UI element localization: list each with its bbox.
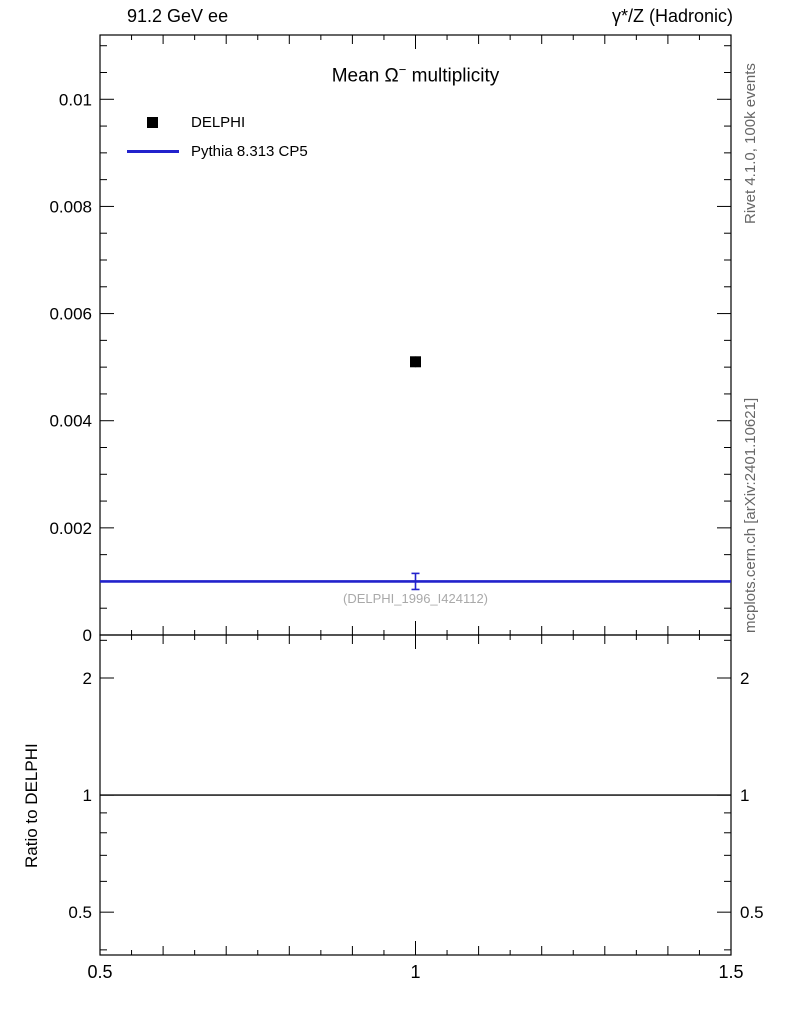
plot-title: Mean Ω− multiplicity [100,62,731,87]
legend-label-pythia: Pythia 8.313 CP5 [191,143,308,160]
ratio-y-tick-label-right: 1 [740,786,749,805]
legend-item-delphi: DELPHI [125,108,308,137]
data-point-marker [410,356,421,368]
plot-title-suffix: multiplicity [406,65,500,87]
ratio-y-tick-label-left: 2 [83,669,92,688]
y-tick-label: 0.006 [49,305,92,324]
x-tick-label: 1.5 [718,962,743,982]
ratio-y-tick-label-right: 2 [740,669,749,688]
y-tick-label: 0.002 [49,519,92,538]
ratio-y-tick-label-right: 0.5 [740,903,764,922]
mcplots-credit-label: mcplots.cern.ch [arXiv:2401.10621] [742,397,759,633]
plot-title-superscript: − [398,62,407,77]
legend-label-delphi: DELPHI [191,114,246,131]
y-tick-label: 0.008 [49,197,92,216]
x-tick-label: 0.5 [87,962,112,982]
rivet-version-label: Rivet 4.1.0, 100k events [742,63,759,224]
header-beam-energy: 91.2 GeV ee [127,6,229,26]
legend-item-pythia: Pythia 8.313 CP5 [125,137,308,166]
ratio-axis-label: Ratio to DELPHI [22,743,41,868]
y-tick-label: 0 [83,626,92,645]
analysis-id-watermark: (DELPHI_1996_I424112) [342,591,489,606]
square-marker-icon [147,117,158,128]
ratio-y-tick-label-left: 1 [83,786,92,805]
legend: DELPHI Pythia 8.313 CP5 [125,108,308,166]
y-tick-label: 0.01 [59,90,92,109]
y-tick-label: 0.004 [49,412,92,431]
header-process-label: γ*/Z (Hadronic) [611,6,733,26]
legend-swatch-area [125,150,180,153]
x-tick-label: 1 [410,962,420,982]
legend-swatch-area [125,117,180,128]
ratio-y-tick-label-left: 0.5 [68,903,92,922]
plot-title-text: Mean Ω [331,65,399,87]
line-marker-icon [126,150,179,153]
